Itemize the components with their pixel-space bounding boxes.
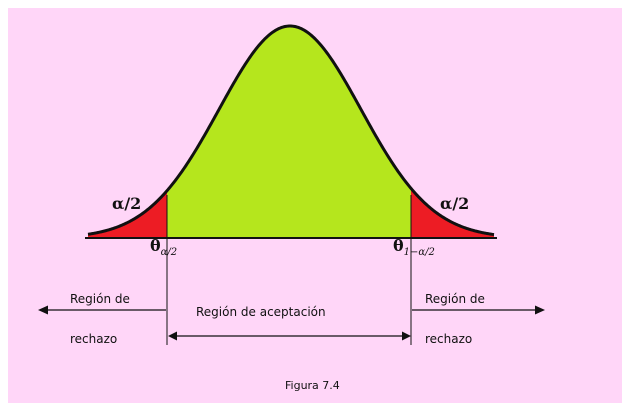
figure-caption: Figura 7.4 [285,379,340,392]
rejection-left-label-line2: rechazo [70,332,118,346]
acceptance-region-label: Región de aceptación [196,305,326,319]
rejection-right-label-line2: rechazo [425,332,473,346]
alpha-right-label: α/2 [440,194,470,213]
theta-right-subscript: 1−α/2 [403,247,435,258]
left-rejection-tail-area [88,190,167,238]
left-rejection-arrowhead [38,305,48,315]
acceptance-arrowhead-left [168,331,177,341]
theta-left-subscript: α/2 [160,247,178,258]
normal-distribution-curve [87,24,495,237]
rejection-left-label-line1: Región de [70,292,130,306]
theta-right-label: θ1−α/2 [393,236,435,258]
alpha-left-label: α/2 [112,194,142,213]
right-rejection-tail-area [411,188,494,238]
theta-left-symbol: θ [150,236,161,255]
theta-right-symbol: θ [393,236,404,255]
right-rejection-arrowhead [535,305,545,315]
acceptance-region-area [167,26,411,238]
rejection-right-label-line1: Región de [425,292,485,306]
acceptance-arrowhead-right [402,331,411,341]
theta-left-label: θα/2 [150,236,177,258]
